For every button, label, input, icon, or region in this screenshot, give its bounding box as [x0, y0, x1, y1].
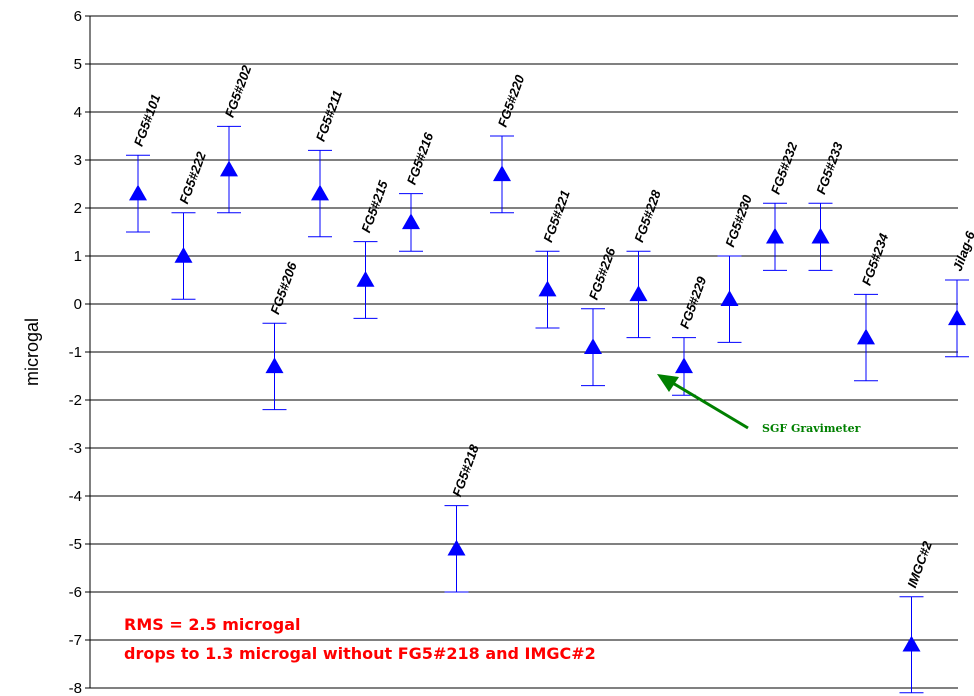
grid-lines — [90, 16, 958, 688]
point-label: FG5#211 — [313, 88, 345, 143]
data-point-marker — [448, 540, 466, 556]
error-bars — [126, 126, 969, 692]
data-point-marker — [675, 357, 693, 373]
point-label: IMGC#2 — [904, 538, 935, 589]
point-label: FG5#233 — [813, 139, 846, 196]
point-label: FG5#230 — [722, 192, 755, 249]
annotation-arrow-shaft — [666, 379, 748, 428]
data-point-marker — [721, 290, 739, 306]
data-point-marker — [175, 247, 193, 263]
point-label: FG5#234 — [859, 231, 892, 288]
point-label: FG5#215 — [358, 178, 391, 235]
y-tick-label: -1 — [69, 344, 82, 361]
data-point-marker — [220, 161, 238, 177]
data-point-marker — [266, 357, 284, 373]
sgf-annotation: SGF Gravimeter — [657, 374, 861, 435]
data-point-marker — [766, 228, 784, 244]
y-tick-label: -2 — [69, 392, 82, 409]
data-point-marker — [584, 338, 602, 354]
y-tick-label: -3 — [69, 440, 82, 457]
data-point-marker — [129, 185, 147, 201]
point-label: FG5#218 — [449, 442, 482, 499]
y-axis-ticks: 6 5 4 3 2 1 0 -1 -2 -3 -4 -5 -6 -7 -8 — [69, 8, 90, 696]
rms-note: RMS = 2.5 microgal drops to 1.3 microgal… — [124, 615, 596, 663]
point-label: FG5#228 — [631, 187, 664, 244]
y-tick-label: -6 — [69, 584, 82, 601]
data-point-marker — [857, 329, 875, 345]
point-label: FG5#220 — [495, 72, 528, 129]
data-point-marker — [539, 281, 557, 297]
y-tick-label: 1 — [74, 248, 82, 265]
data-point-marker — [812, 228, 830, 244]
point-label: FG5#229 — [677, 274, 710, 331]
y-tick-label: 6 — [74, 8, 82, 25]
y-tick-label: -5 — [69, 536, 82, 553]
point-label: FG5#222 — [176, 149, 209, 206]
data-point-marker — [493, 165, 511, 181]
point-label: FG5#101 — [131, 92, 164, 148]
point-label: FG5#226 — [586, 245, 619, 302]
data-point-marker — [311, 185, 329, 201]
rms-note-line-2: drops to 1.3 microgal without FG5#218 an… — [124, 644, 596, 663]
point-labels: FG5#101 FG5#222 FG5#202 FG5#206 FG5#211 FG5#2… — [131, 63, 974, 590]
point-label: FG5#221 — [540, 188, 573, 244]
annotation-arrow-head — [657, 374, 679, 392]
data-point-marker — [948, 309, 966, 325]
y-axis-label: microgal — [22, 318, 42, 386]
point-label: FG5#216 — [404, 130, 437, 187]
y-tick-label: -8 — [69, 680, 82, 696]
y-tick-label: 4 — [74, 104, 82, 121]
data-point-marker — [402, 213, 420, 229]
rms-note-line-1: RMS = 2.5 microgal — [124, 615, 300, 634]
y-tick-label: 2 — [74, 200, 82, 217]
point-label: FG5#232 — [768, 139, 801, 196]
data-point-marker — [630, 285, 648, 301]
data-point-marker — [903, 636, 921, 652]
point-label: FG5#206 — [267, 259, 300, 316]
y-tick-label: 3 — [74, 152, 82, 169]
y-tick-label: -4 — [69, 488, 82, 505]
y-tick-label: -7 — [69, 632, 82, 649]
point-label: FG5#202 — [222, 63, 255, 120]
data-point-marker — [357, 271, 375, 287]
point-label: Jilag-6 — [950, 228, 974, 273]
y-tick-label: 5 — [74, 56, 82, 73]
annotation-label: SGF Gravimeter — [762, 422, 861, 435]
y-tick-label: 0 — [74, 296, 82, 313]
